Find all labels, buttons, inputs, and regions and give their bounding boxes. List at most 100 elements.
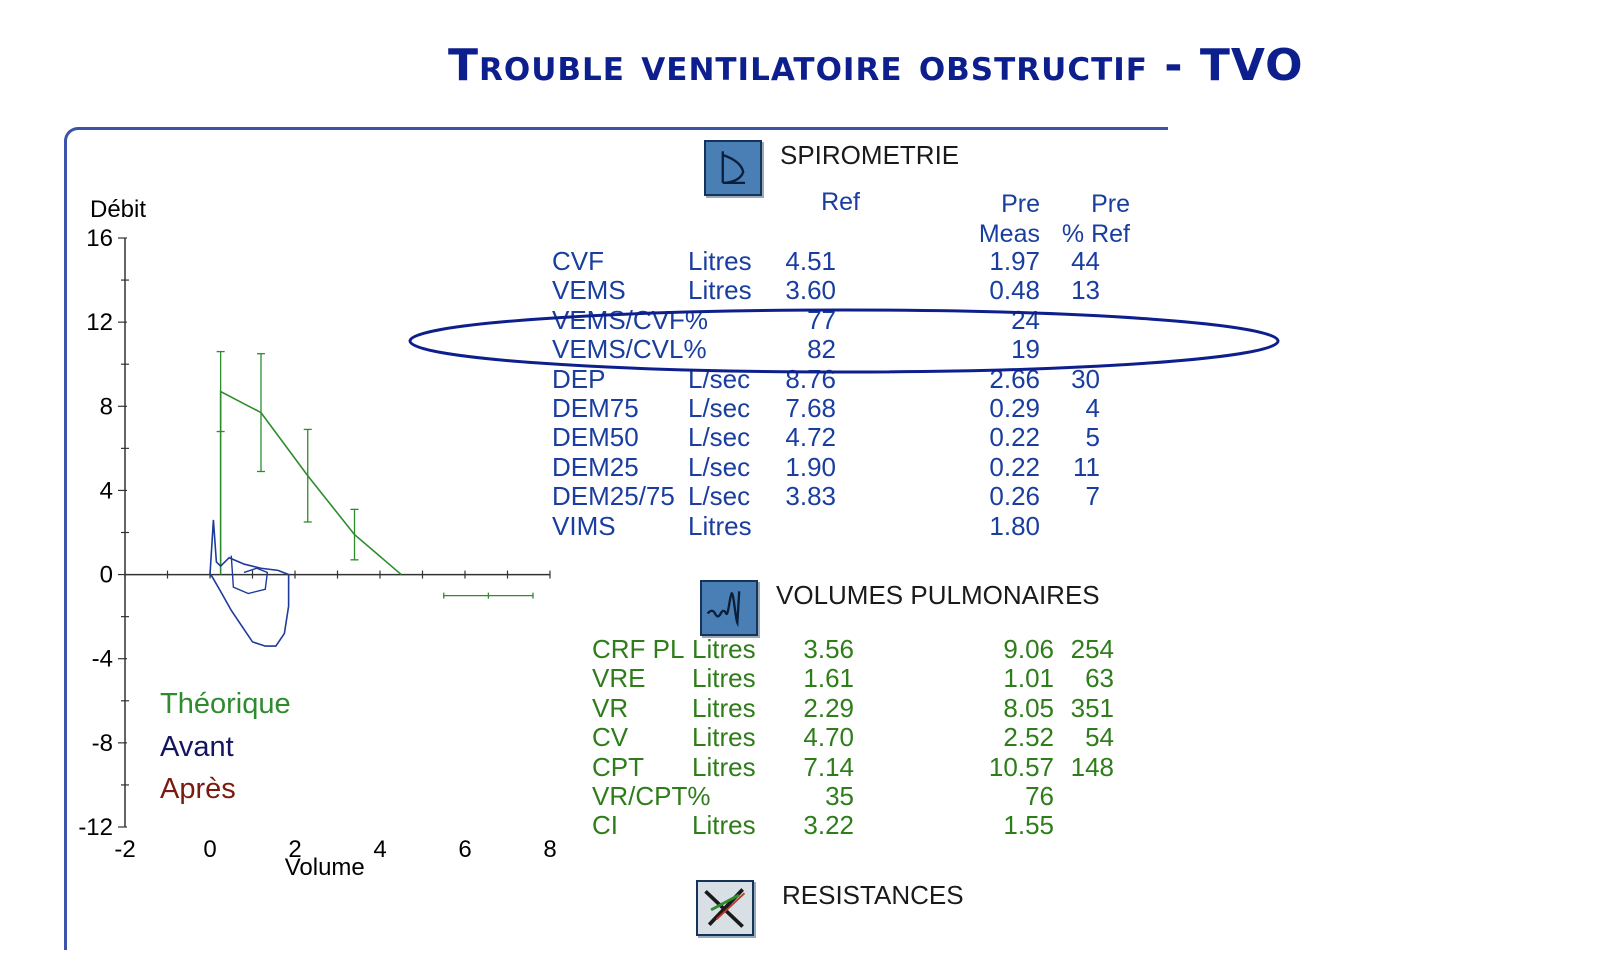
legend-theorique: Théorique [160,688,291,720]
x-tick-label: 4 [373,836,386,863]
cell-pct: 4 [1085,393,1100,423]
lung-volumes-section-title: VOLUMES PULMONAIRES [776,580,1100,610]
spirometry-icon[interactable] [704,140,762,196]
y-tick-label: 0 [100,562,113,589]
series-line-avant [209,519,290,647]
cell-ref: 4.72 [785,422,836,453]
cell-ref: 7.68 [785,393,836,423]
cell-ref: 4.51 [785,246,836,276]
cell-ref: 82 [807,334,836,365]
cell-name: VR [592,692,629,723]
frame-left-border [64,140,67,950]
frame-top-border [78,127,1168,130]
cell-ref: 7.14 [803,751,854,782]
resistances-icon[interactable] [696,880,754,936]
cell-unit: Litres [692,751,756,782]
cell-pct: 148 [1070,751,1114,782]
cell-name: CPT [592,751,644,782]
y-tick-label: -8 [92,730,113,757]
cell-ref: 8.76 [785,363,836,394]
series-line-avant-inner-loop [230,555,269,595]
y-tick-label: 4 [100,477,113,504]
cell-name: DEP [552,363,606,394]
y-tick-label: 12 [86,309,113,336]
cell-meas: 1.97 [989,246,1040,276]
x-tick-label: -2 [114,836,135,863]
table-row: CI Litres 3.22 1.55 [592,810,1212,840]
cell-pct: 11 [1073,451,1100,482]
cell-name: CRF PL [592,634,685,664]
cell-unit: L/sec [688,481,751,512]
cell-name: VR/CPT% [592,781,711,811]
cell-unit: Litres [692,634,756,664]
lung-volumes-icon[interactable] [700,580,758,636]
cell-ref: 1.90 [785,451,836,482]
table-row: VEMS/CVL% 82 19 [552,334,1172,364]
cell-name: VEMS/CVF% [552,304,709,335]
resistances-section-title: RESISTANCES [782,880,964,910]
cell-ref: 35 [825,781,854,811]
highlight-ellipse [408,308,1280,374]
header-pre-pct: Pre [1091,190,1130,218]
header-pct-ref: % Ref [1061,220,1130,248]
cell-meas: 0.26 [989,481,1040,512]
cell-name: VEMS [552,275,626,306]
legend-avant: Avant [160,731,234,763]
cell-unit: Litres [692,663,756,694]
y-tick-label: -4 [92,646,113,673]
cell-pct: 7 [1085,481,1100,512]
header-meas: Meas [978,220,1040,248]
flow-volume-chart: 16 12 8 4 0 -4 -8 -12-2 0 2 4 6 8 Débit Volume [78,196,556,881]
x-tick-label: 2 [288,836,301,863]
cell-name: VIMS [552,510,616,541]
cell-meas: 0.48 [989,275,1040,306]
legend-apres: Après [160,773,236,805]
table-row: CV Litres 4.70 2.52 54 [592,722,1212,752]
cell-unit: Litres [692,692,756,723]
cell-pct: 63 [1085,663,1114,694]
cell-unit: L/sec [688,451,751,482]
x-axis-label: Volume [285,854,365,881]
x-tick-label: 8 [543,836,556,863]
table-row: DEM25 L/sec 1.90 0.22 11 [552,452,1172,482]
table-row: DEM25/75 L/sec 3.83 0.26 7 [552,481,1172,511]
cell-name: CVF [552,246,604,276]
cell-ref: 2.29 [803,692,854,723]
cell-name: DEM25 [552,451,639,482]
cell-meas: 24 [1011,304,1040,335]
cell-name: VEMS/CVL% [552,334,707,365]
header-pre: Pre [1001,190,1040,218]
cell-name: CV [592,722,629,753]
cell-pct: 5 [1085,422,1100,453]
x-tick-label: 0 [203,836,216,863]
header-ref: Ref [821,188,860,216]
table-row: VIMS Litres 1.80 [552,511,1172,541]
table-row: VEMS Litres 3.60 0.48 13 [552,275,1172,305]
cell-unit: L/sec [688,393,751,423]
y-tick-label: -12 [78,814,113,841]
cell-unit: L/sec [688,363,751,394]
cell-ref: 4.70 [803,722,854,753]
cell-meas: 0.22 [989,422,1040,453]
cell-meas: 0.22 [989,451,1040,482]
cell-unit: Litres [692,722,756,753]
cell-name: VRE [592,663,646,694]
table-row: VR/CPT% 35 76 [592,781,1212,811]
cell-meas: 1.80 [989,510,1040,541]
cell-pct: 254 [1070,634,1114,664]
cell-name: CI [592,810,618,841]
frame-corner [64,127,80,143]
cell-unit: Litres [688,275,752,306]
series-line-theorique [219,390,402,576]
cell-name: DEM75 [552,393,639,423]
table-row: CVF Litres 4.51 1.97 44 [552,246,1172,276]
slide-title: Trouble ventilatoire obstructif - TVO [448,40,1304,91]
x-tick-label: 6 [458,836,471,863]
y-tick-label: 8 [100,393,113,420]
cell-meas: 1.01 [1003,663,1054,694]
cell-ref: 3.60 [785,275,836,306]
cell-pct: 13 [1071,275,1100,306]
cell-meas: 76 [1025,781,1054,811]
cell-meas: 1.55 [1003,810,1054,841]
cell-pct: 54 [1085,722,1114,753]
